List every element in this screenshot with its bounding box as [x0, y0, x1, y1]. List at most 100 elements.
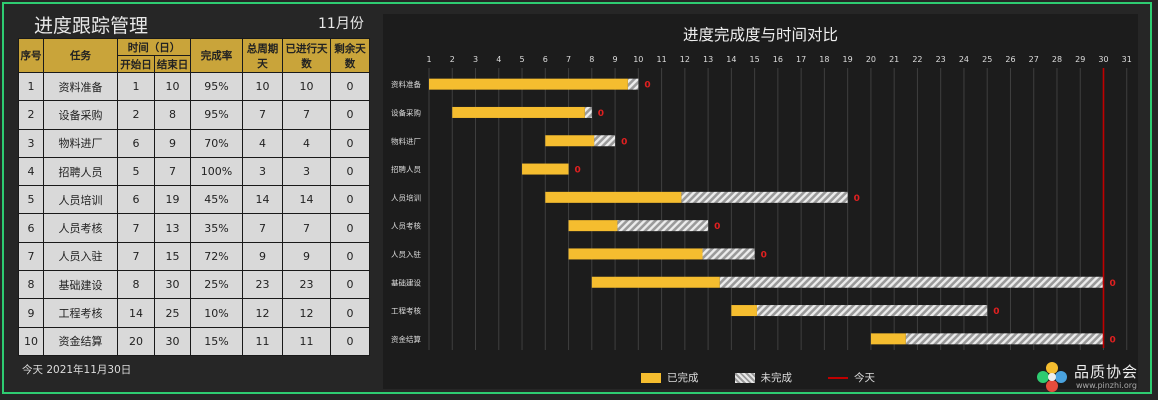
table-row: 3 物料进厂 6 9 70% 4 4 0	[18, 128, 370, 158]
bar-todo	[905, 333, 1104, 345]
x-tick-label: 18	[819, 55, 829, 64]
cell-completion: 45%	[190, 185, 243, 215]
task-axis-label: 资料准备	[391, 79, 421, 89]
table-row: 7 人员入驻 7 15 72% 9 9 0	[18, 241, 370, 272]
bar-done	[545, 135, 595, 147]
task-axis-label: 物料进厂	[391, 136, 421, 146]
cell-task: 物料进厂	[43, 128, 118, 158]
cell-start: 2	[117, 100, 155, 130]
cell-task: 工程考核	[43, 298, 118, 328]
gantt-chart: 1 2 3 4 5 6 7 8 9 10 11 12 13 14 15 16 17 18 19 20 21 22 23 24 2…	[391, 55, 1132, 350]
x-tick-label: 26	[1005, 55, 1015, 64]
task-axis-label: 资金结算	[391, 334, 421, 344]
header-total-days: 总周期天	[242, 38, 283, 73]
table-row: 5 人员培训 6 19 45% 14 14 0	[18, 185, 370, 215]
cell-start: 6	[117, 128, 155, 158]
x-tick-label: 4	[496, 55, 501, 64]
x-tick-label: 29	[1075, 55, 1085, 64]
x-tick-label: 23	[936, 55, 946, 64]
task-table: 序号 任务 时间（日） 完成率 总周期天 已进行天数 剩余天数 开始日 结束日 …	[18, 38, 370, 356]
legend-label-done: 已完成	[667, 372, 699, 384]
cell-index: 3	[18, 128, 44, 158]
cell-elapsed-days: 7	[282, 100, 331, 130]
cell-total-days: 7	[242, 213, 283, 243]
cell-index: 9	[18, 298, 44, 328]
bar-todo	[756, 305, 988, 317]
x-tick-label: 15	[750, 55, 760, 64]
cell-total-days: 14	[242, 185, 283, 215]
x-tick-label: 17	[796, 55, 806, 64]
remaining-data-label: 0	[714, 222, 720, 232]
month-label: 11月份	[318, 16, 364, 32]
cell-remaining-days: 0	[330, 156, 370, 187]
x-tick-label: 3	[473, 55, 478, 64]
cell-task: 基础建设	[43, 270, 118, 300]
table-row: 4 招聘人员 5 7 100% 3 3 0	[18, 156, 370, 187]
task-axis-label: 工程考核	[391, 306, 421, 316]
cell-completion: 95%	[190, 71, 243, 102]
bar-todo	[681, 191, 848, 203]
x-tick-label: 5	[519, 55, 524, 64]
cell-remaining-days: 0	[330, 100, 370, 130]
cell-elapsed-days: 3	[282, 156, 331, 187]
cell-completion: 10%	[190, 298, 243, 328]
remaining-data-label: 0	[598, 109, 604, 119]
cell-total-days: 12	[242, 298, 283, 328]
bar-done	[429, 78, 628, 90]
remaining-data-label: 0	[621, 137, 627, 147]
x-tick-label: 8	[589, 55, 594, 64]
remaining-data-label: 0	[993, 307, 999, 317]
cell-task: 资金结算	[43, 326, 118, 356]
bar-done	[731, 305, 757, 317]
cell-total-days: 10	[242, 71, 283, 102]
cell-task: 人员培训	[43, 185, 118, 215]
bar-done	[452, 106, 585, 118]
cell-total-days: 11	[242, 326, 283, 356]
x-tick-label: 24	[959, 55, 969, 64]
bar-done	[591, 276, 720, 288]
cell-elapsed-days: 11	[282, 326, 331, 356]
cell-remaining-days: 0	[330, 270, 370, 300]
cell-index: 10	[18, 326, 44, 356]
table-row: 1 资料准备 1 10 95% 10 10 0	[18, 71, 370, 102]
legend-swatch-todo	[734, 372, 755, 383]
bar-todo	[702, 248, 755, 260]
x-tick-label: 19	[843, 55, 853, 64]
gantt-chart-panel: 进度完成度与时间对比 1 2 3 4 5 6 7 8 9 10 11 12 13 14 15 16 17 18 19…	[383, 14, 1138, 389]
bar-todo	[584, 106, 592, 118]
cell-task: 设备采购	[43, 100, 118, 130]
cell-total-days: 4	[242, 128, 283, 158]
cell-end: 7	[154, 156, 191, 187]
remaining-data-label: 0	[575, 166, 581, 176]
x-tick-label: 20	[866, 55, 876, 64]
cell-start: 20	[117, 326, 155, 356]
cell-total-days: 9	[242, 241, 283, 272]
bar-done	[545, 191, 682, 203]
bar-todo	[594, 135, 616, 147]
header-start: 开始日	[117, 55, 155, 73]
header-end: 结束日	[154, 55, 191, 73]
header-time-group: 时间（日）	[117, 38, 191, 56]
today-date-text: 今天 2021年11月30日	[22, 364, 132, 376]
x-tick-label: 25	[982, 55, 992, 64]
cell-total-days: 23	[242, 270, 283, 300]
task-axis-label: 人员考核	[391, 221, 421, 231]
x-tick-label: 6	[543, 55, 548, 64]
x-tick-label: 13	[703, 55, 713, 64]
cell-completion: 35%	[190, 213, 243, 243]
cell-completion: 70%	[190, 128, 243, 158]
cell-elapsed-days: 4	[282, 128, 331, 158]
legend-item-done: 已完成	[641, 370, 699, 385]
header-task: 任务	[43, 38, 118, 73]
cell-total-days: 3	[242, 156, 283, 187]
cell-index: 1	[18, 71, 44, 102]
cell-remaining-days: 0	[330, 128, 370, 158]
cell-elapsed-days: 7	[282, 213, 331, 243]
cell-end: 15	[154, 241, 191, 272]
table-row: 6 人员考核 7 13 35% 7 7 0	[18, 213, 370, 243]
cell-elapsed-days: 9	[282, 241, 331, 272]
cell-end: 10	[154, 71, 191, 102]
cell-task: 人员入驻	[43, 241, 118, 272]
x-tick-label: 2	[450, 55, 455, 64]
header-remaining-days: 剩余天数	[330, 38, 370, 73]
